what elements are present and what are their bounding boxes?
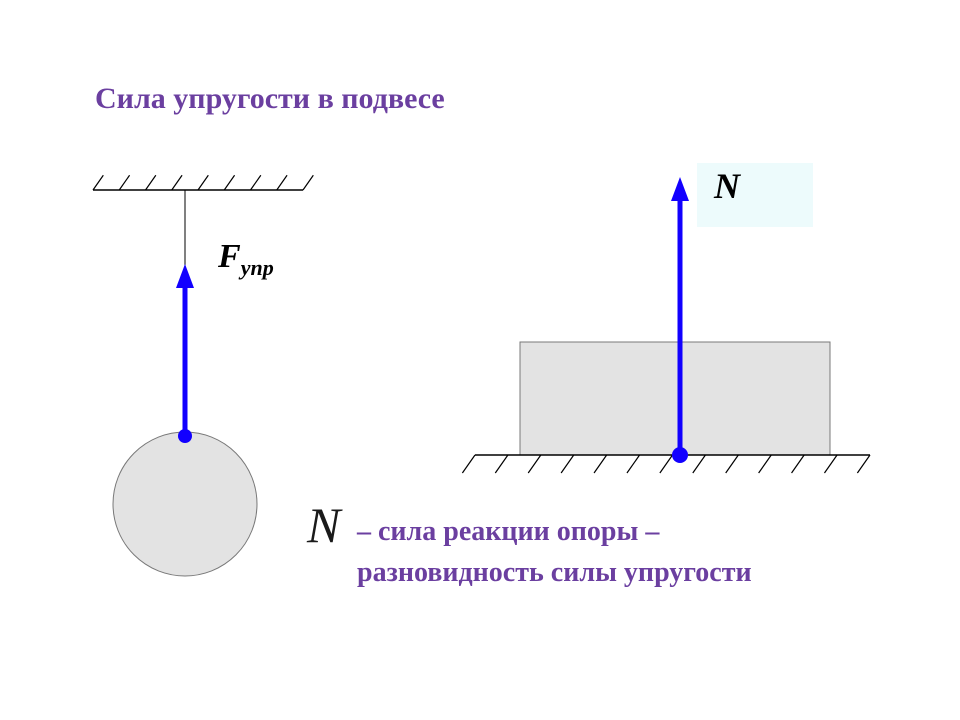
- left-ceiling: [93, 175, 313, 190]
- page-title: Сила упругости в подвесе: [95, 82, 445, 116]
- right-ground: [462, 455, 870, 473]
- normal-force-label: N: [714, 165, 740, 207]
- block-on-surface: [520, 342, 830, 455]
- elastic-force-arrow: [176, 264, 194, 443]
- elastic-force-label: Fупр: [218, 238, 274, 281]
- definition-text: – сила реакции опоры – разновидность сил…: [357, 512, 752, 593]
- definition-n-symbol: N: [307, 496, 340, 554]
- suspended-ball: [113, 432, 257, 576]
